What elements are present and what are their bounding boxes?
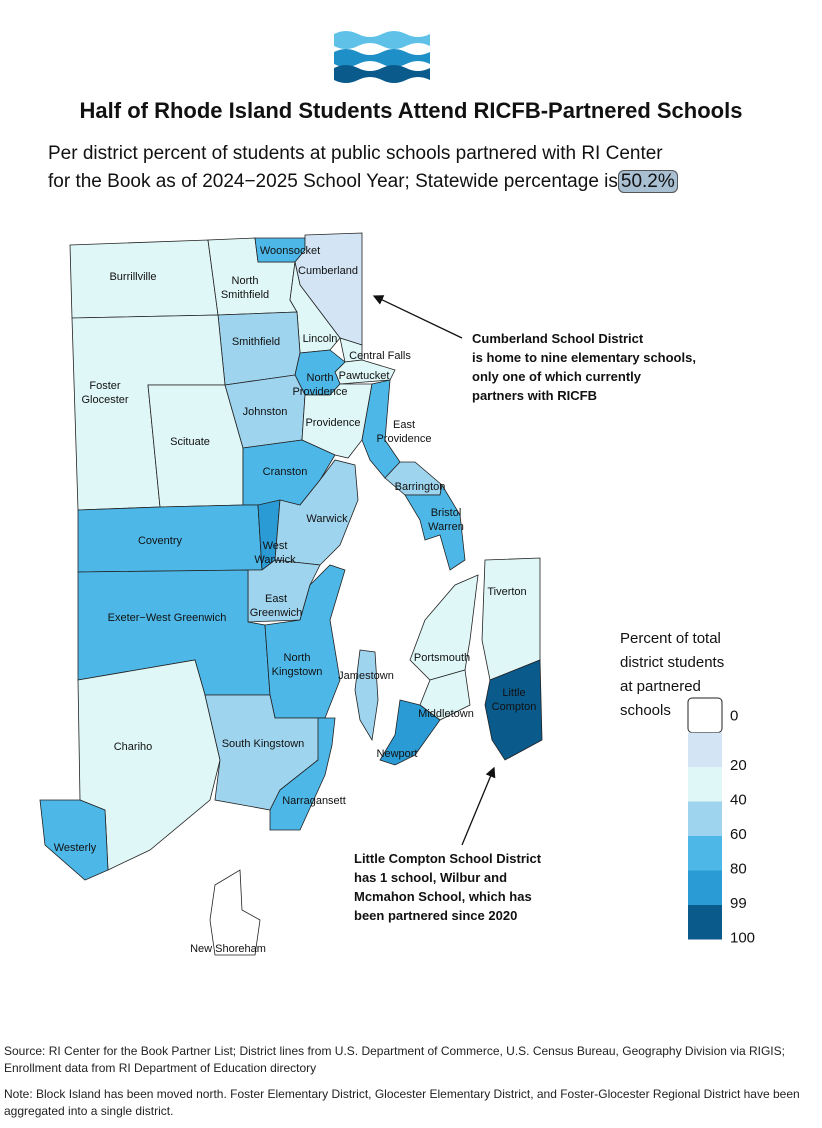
subtitle-line: Per district percent of students at publ… xyxy=(48,143,663,164)
district-label: Chariho xyxy=(114,741,153,753)
arrow xyxy=(372,295,463,339)
district-label: Cranston xyxy=(263,466,308,478)
district-label: Narragansett xyxy=(282,795,346,807)
district-label: Providence xyxy=(305,417,360,429)
legend-label: 60 xyxy=(730,826,747,843)
district xyxy=(484,659,543,761)
legend-swatch xyxy=(688,905,722,940)
annotation: Cumberland School District xyxy=(472,331,644,346)
legend-swatch xyxy=(688,801,722,836)
district-label: Lincoln xyxy=(303,333,338,345)
district-label: Tiverton xyxy=(487,586,526,598)
district xyxy=(419,669,471,721)
legend-swatch xyxy=(688,870,722,905)
district-label: Barrington xyxy=(395,481,446,493)
district-label: Jamestown xyxy=(338,670,394,682)
statewide-value: 50.2% xyxy=(617,170,678,193)
district xyxy=(354,649,379,742)
district xyxy=(409,574,479,681)
annotation: has 1 school, Wilbur and xyxy=(354,870,507,885)
district-label: Woonsocket xyxy=(260,245,320,257)
district-label: Glocester xyxy=(81,394,128,406)
district-label: Burrillville xyxy=(109,271,156,283)
district-label: Bristol xyxy=(431,507,462,519)
district-label: Providence xyxy=(292,386,347,398)
district-label: Scituate xyxy=(170,436,210,448)
legend-title: Percent of total xyxy=(620,630,721,647)
district-label: Kingstown xyxy=(272,666,323,678)
annotation: been partnered since 2020 xyxy=(354,908,517,923)
district-label: Warwick xyxy=(306,513,348,525)
district xyxy=(217,311,301,386)
district-label: Middletown xyxy=(418,708,474,720)
legend-swatch xyxy=(688,732,722,767)
district-label: Providence xyxy=(376,433,431,445)
district xyxy=(379,699,441,766)
legend-label: 20 xyxy=(730,757,747,774)
district xyxy=(269,717,336,831)
district-label: South Kingstown xyxy=(222,738,305,750)
district-label: North xyxy=(307,372,334,384)
annotation: is home to nine elementary schools, xyxy=(472,350,696,365)
district-label: Smithfield xyxy=(232,336,280,348)
district-label: Foster xyxy=(89,380,121,392)
legend-label: 0 xyxy=(730,707,738,724)
district xyxy=(39,799,109,881)
district-label: Pawtucket xyxy=(339,370,390,382)
legend-label: 99 xyxy=(730,895,747,912)
district xyxy=(481,557,541,681)
annotation: only one of which currently xyxy=(472,369,642,384)
district-label: Little xyxy=(502,687,525,699)
subtitle: Per district percent of students at publ… xyxy=(48,140,678,196)
legend-swatch xyxy=(687,697,723,733)
legend-title: at partnered xyxy=(620,678,701,695)
district-label: Coventry xyxy=(138,535,183,547)
subtitle-line: for the Book as of 2024−2025 School Year… xyxy=(48,168,678,196)
annotation: Mcmahon School, which has xyxy=(354,889,532,904)
district-label: East xyxy=(393,419,415,431)
district-label: Johnston xyxy=(243,406,288,418)
district-label: North xyxy=(284,652,311,664)
district xyxy=(404,483,466,571)
district-label: Compton xyxy=(492,701,537,713)
legend-label: 80 xyxy=(730,861,747,878)
district-label: West xyxy=(263,540,288,552)
subtitle-text: for the Book as of 2024−2025 School Year… xyxy=(48,171,618,192)
legend-label: 100 xyxy=(730,930,755,947)
district-label: East xyxy=(265,593,287,605)
district-label: Greenwich xyxy=(250,607,303,619)
legend-label: 40 xyxy=(730,792,747,809)
note: Note: Block Island has been moved north.… xyxy=(4,1087,800,1118)
legend-swatch xyxy=(688,836,722,871)
legend-title: schools xyxy=(620,702,671,719)
district xyxy=(209,869,261,956)
district-label: Westerly xyxy=(54,842,97,854)
source: Source: RI Center for the Book Partner L… xyxy=(4,1044,785,1075)
logo xyxy=(334,31,430,83)
district-label: Warren xyxy=(428,521,464,533)
annotation: partners with RICFB xyxy=(472,388,597,403)
district-label: Central Falls xyxy=(349,350,411,362)
legend-title: district students xyxy=(620,654,724,671)
district-label: New Shoreham xyxy=(190,943,266,955)
district-label: Exeter−West Greenwich xyxy=(108,612,227,624)
district-label: North xyxy=(232,275,259,287)
title: Half of Rhode Island Students Attend RIC… xyxy=(79,98,743,123)
arrow xyxy=(461,766,496,846)
legend-swatch xyxy=(688,767,722,802)
annotation: Little Compton School District xyxy=(354,851,542,866)
district-label: Warwick xyxy=(254,554,296,566)
district-label: Newport xyxy=(377,748,418,760)
district-label: Portsmouth xyxy=(414,652,470,664)
district xyxy=(247,559,321,623)
district-label: Smithfield xyxy=(221,289,269,301)
district-label: Cumberland xyxy=(298,265,358,277)
